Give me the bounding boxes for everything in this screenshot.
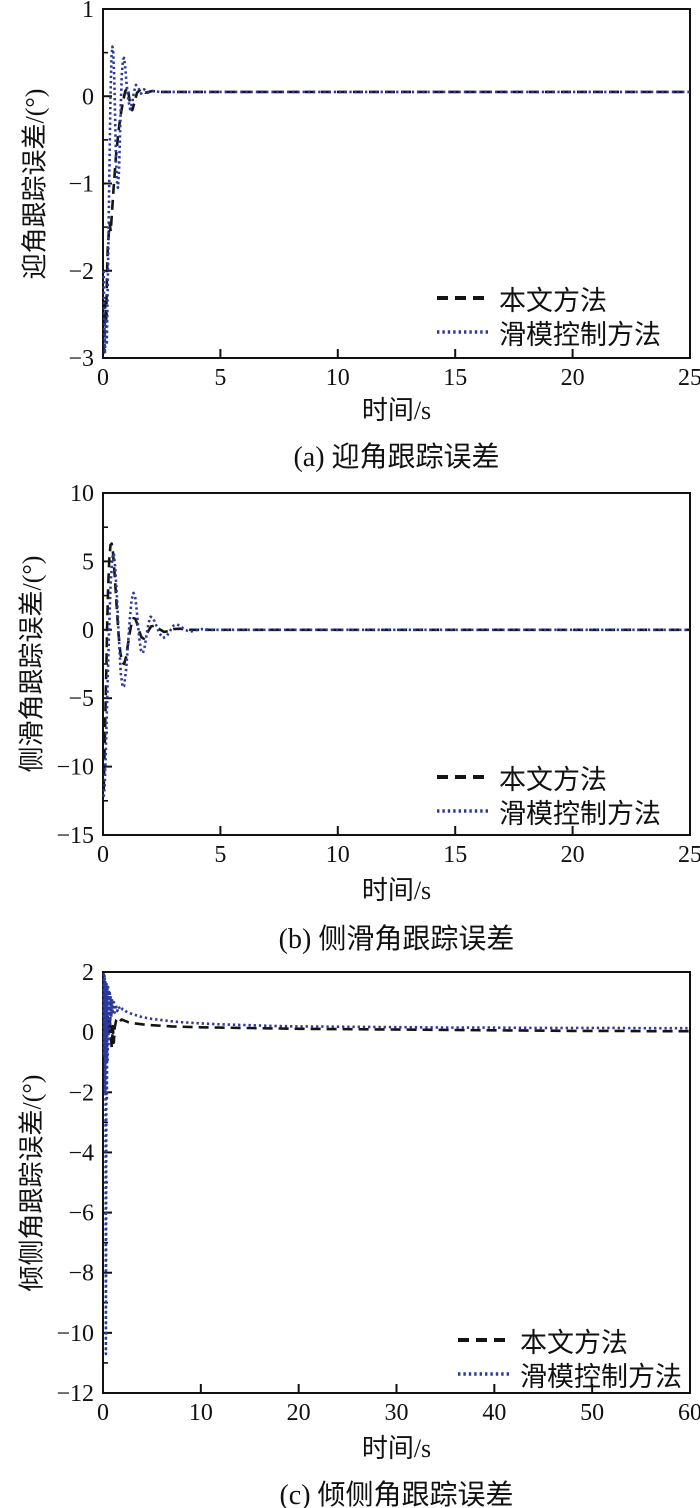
y-tick-label: −5 (68, 686, 94, 712)
y-tick-label: −4 (68, 1140, 94, 1166)
legend-row-smc-method: 滑模控制方法 (458, 1357, 682, 1392)
dotted-line-sample-icon (437, 330, 489, 334)
chart-c-legend: 本文方法 滑模控制方法 (458, 1323, 682, 1392)
x-tick-label: 20 (561, 365, 585, 391)
legend-label-smc-method: 滑模控制方法 (520, 1361, 682, 1392)
legend-row-proposed-method: 本文方法 (458, 1323, 682, 1358)
chart-bank-angle-error: 0 10 20 30 40 50 60 2 0 −2 −4 −6 −8 −10 −12 倾侧角跟踪误差/(°… (0, 955, 700, 1508)
chart-c-x-axis-label: 时间/s (361, 1434, 432, 1463)
legend-label-proposed-method: 本文方法 (499, 285, 607, 316)
y-tick-label: −2 (68, 1080, 94, 1106)
x-tick-label: 20 (287, 1400, 311, 1426)
x-tick-label: 50 (580, 1400, 604, 1426)
x-tick-label: 25 (678, 365, 700, 391)
series-line-proposed (102, 991, 690, 1050)
y-tick-label: −6 (68, 1201, 94, 1227)
y-tick-label: 5 (82, 549, 94, 575)
x-tick-label: 20 (561, 842, 585, 868)
legend-label-proposed-method: 本文方法 (520, 1327, 628, 1358)
legend-row-proposed-method: 本文方法 (437, 760, 661, 795)
legend-row-smc-method: 滑模控制方法 (437, 794, 661, 829)
chart-c-y-axis-label: 倾侧角跟踪误差/(°) (17, 1074, 47, 1292)
legend-row-smc-method: 滑模控制方法 (437, 315, 661, 350)
series-line-proposed (102, 542, 690, 792)
legend-label-proposed-method: 本文方法 (499, 764, 607, 795)
dotted-line-sample-icon (458, 1372, 510, 1376)
dashed-line-sample-icon (437, 775, 489, 779)
y-tick-label: −2 (68, 259, 94, 285)
y-tick-label: 0 (82, 618, 94, 644)
chart-b-caption: (b) 侧滑角跟踪误差 (278, 924, 515, 955)
x-tick-label: 0 (97, 842, 109, 868)
chart-c-caption: (c) 倾侧角跟踪误差 (279, 1480, 514, 1508)
legend-label-smc-method: 滑模控制方法 (499, 319, 661, 350)
chart-a-caption: (a) 迎角跟踪误差 (293, 442, 500, 473)
chart-a-x-axis-label: 时间/s (361, 396, 432, 425)
y-tick-label: −3 (68, 346, 94, 372)
dashed-line-sample-icon (458, 1338, 510, 1342)
series-line-smc (102, 551, 690, 797)
y-tick-label: 1 (82, 0, 94, 23)
chart-a-legend: 本文方法 滑模控制方法 (437, 281, 661, 350)
y-tick-label: −12 (56, 1381, 94, 1407)
legend-row-proposed-method: 本文方法 (437, 281, 661, 316)
chart-angle-of-attack-error: 0 5 10 15 20 25 1 0 −1 −2 −3 迎角跟踪误差/(°) 时间/s 本文方法 … (0, 0, 700, 473)
y-tick-label: 10 (70, 481, 94, 507)
x-tick-label: 25 (678, 842, 700, 868)
y-tick-label: 2 (82, 960, 94, 986)
x-tick-label: 10 (189, 1400, 213, 1426)
x-tick-label: 60 (678, 1400, 700, 1426)
legend-label-smc-method: 滑模控制方法 (499, 798, 661, 829)
dotted-line-sample-icon (437, 809, 489, 813)
y-tick-label: −10 (56, 755, 94, 781)
chart-b-legend: 本文方法 滑模控制方法 (437, 760, 661, 829)
series-line-smc (102, 970, 690, 1356)
x-tick-label: 40 (482, 1400, 506, 1426)
chart-a-y-axis-label: 迎角跟踪误差/(°) (20, 88, 50, 280)
x-tick-label: 15 (443, 842, 467, 868)
y-tick-label: −8 (68, 1261, 94, 1287)
y-tick-label: 0 (82, 1020, 94, 1046)
series-line-smc (102, 45, 690, 355)
y-tick-label: 0 (82, 84, 94, 110)
chart-sideslip-angle-error: 0 5 10 15 20 25 10 5 0 −5 −10 −15 侧滑角跟踪误差/(°) 时间/s … (0, 470, 700, 955)
y-tick-label: −15 (56, 823, 94, 849)
x-tick-label: 5 (214, 365, 226, 391)
chart-b-x-axis-label: 时间/s (361, 876, 432, 905)
chart-b-plot-area: 0 5 10 15 20 25 10 5 0 −5 −10 −15 (56, 481, 700, 868)
y-tick-label: −10 (56, 1321, 94, 1347)
y-tick-label: −1 (68, 172, 94, 198)
x-tick-label: 15 (443, 365, 467, 391)
x-tick-label: 5 (214, 842, 226, 868)
chart-b-y-axis-label: 侧滑角跟踪误差/(°) (17, 555, 47, 773)
x-tick-label: 0 (97, 365, 109, 391)
x-tick-label: 10 (326, 842, 350, 868)
dashed-line-sample-icon (437, 296, 489, 300)
x-tick-label: 10 (326, 365, 350, 391)
x-tick-label: 0 (97, 1400, 109, 1426)
x-tick-label: 30 (385, 1400, 409, 1426)
